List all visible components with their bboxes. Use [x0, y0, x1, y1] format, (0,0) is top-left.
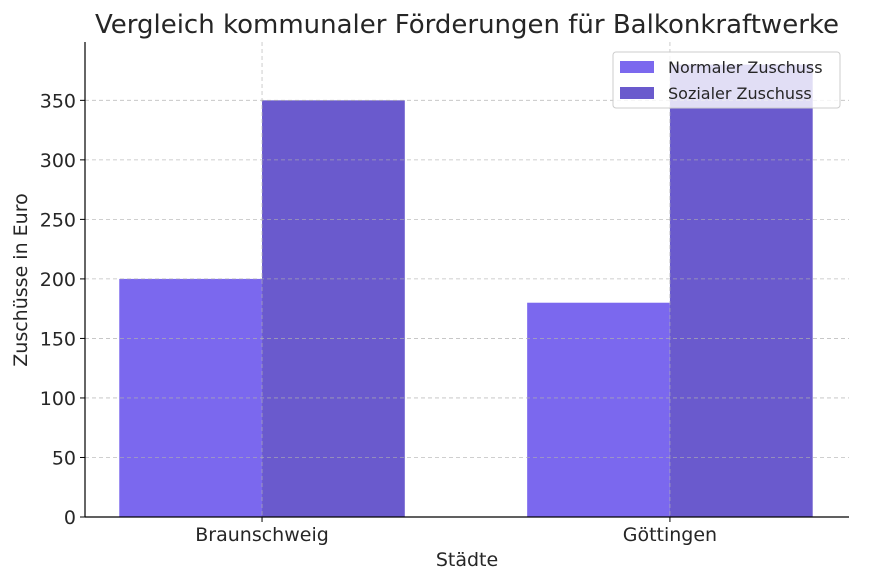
x-axis-label: Städte [436, 549, 498, 571]
y-tick-label: 350 [40, 90, 76, 112]
legend-label: Sozialer Zuschuss [668, 84, 812, 103]
bar-göttingen-1 [669, 64, 813, 517]
legend-swatch [620, 87, 654, 99]
y-tick-label: 100 [40, 388, 76, 410]
legend-label: Normaler Zuschuss [668, 58, 823, 77]
y-tick-label: 250 [40, 209, 76, 231]
x-tick-label: Braunschweig [195, 524, 329, 546]
y-tick-label: 150 [40, 328, 76, 350]
legend-box [612, 51, 841, 109]
x-tick-label: Göttingen [623, 524, 717, 546]
legend-swatch [620, 61, 654, 73]
y-tick-label: 50 [52, 447, 76, 469]
bar-braunschweig-1 [262, 100, 405, 517]
chart-title: Vergleich kommunaler Förderungen für Bal… [95, 10, 839, 40]
bar-göttingen-0 [527, 302, 670, 517]
y-tick-label: 200 [40, 269, 76, 291]
y-axis-label: Zuschüsse in Euro [10, 193, 32, 366]
y-tick-label: 300 [40, 150, 76, 172]
y-tick-label: 0 [64, 507, 76, 529]
